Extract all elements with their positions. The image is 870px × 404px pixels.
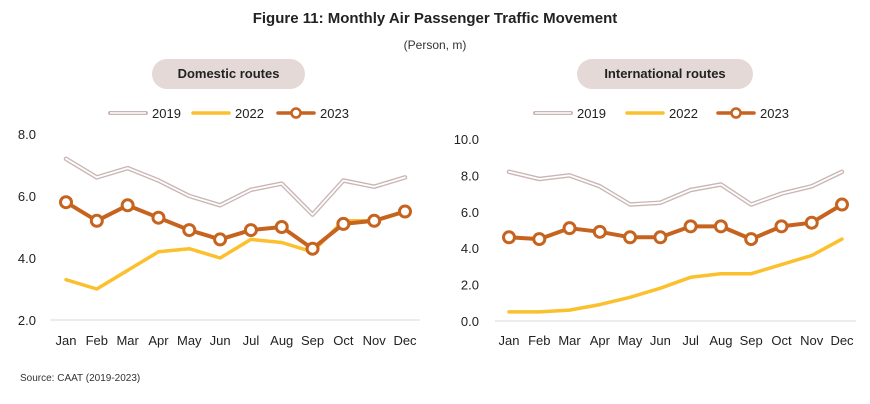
international-series-2023-point [592,224,607,239]
figure-title: Figure 11: Monthly Air Passenger Traffic… [252,10,618,27]
international-legend-label-2022: 2022 [669,106,698,121]
domestic-ytick-label: 2.0 [18,313,36,328]
domestic-series-2023-point [59,195,73,210]
domestic-series-2019-line-inner [65,157,406,216]
international-series-2023-point [835,197,849,212]
international-series-2023-point [804,215,819,230]
domestic-xtick-label: Mar [116,333,139,348]
domestic-series-2023-point [89,213,104,228]
international-ytick-label: 0.0 [461,314,479,329]
domestic-xtick-label: Sep [301,333,324,348]
international-ytick-label: 10.0 [454,132,479,147]
domestic-series-2023-point [398,204,412,219]
international-legend-label-2023: 2023 [760,106,789,121]
international-series-2023-point [623,230,638,245]
domestic-series-2023-point [151,210,166,225]
domestic-xtick-label: Jan [56,333,77,348]
international-series-2023-point [502,230,516,245]
international-series-2023-point [744,232,759,247]
international-series-2023-point [774,219,789,234]
domestic-legend-label-2019: 2019 [152,106,181,121]
domestic-series-2023-point [305,241,320,256]
international-xtick-label: May [618,333,643,348]
international-panel-label: International routes [577,59,753,89]
international-xtick-label: Apr [590,333,611,348]
domestic-series-2023-point [182,223,197,238]
international-series-2022-line [507,237,844,314]
domestic-ytick-label: 6.0 [18,189,36,204]
domestic-xtick-label: Dec [393,333,417,348]
domestic-legend-label-2023: 2023 [320,106,349,121]
domestic-xtick-label: Oct [333,333,354,348]
international-ytick-label: 8.0 [461,168,479,183]
domestic-series-2023-point [243,223,258,238]
figure-subtitle: (Person, m) [403,38,467,52]
domestic-ytick-label: 8.0 [18,127,36,142]
international-series-2019-line-inner [508,170,843,206]
international-xtick-label: Feb [528,333,550,348]
international-xtick-label: Dec [830,333,854,348]
domestic-xtick-label: Apr [148,333,169,348]
international-xtick-label: Aug [709,333,732,348]
domestic-xtick-label: Nov [363,333,387,348]
domestic-series-2023-point [213,232,228,247]
international-series-2023-point [532,232,547,247]
domestic-xtick-label: May [177,333,202,348]
source-note: Source: CAAT (2019-2023) [20,373,141,384]
international-xtick-label: Mar [558,333,581,348]
international-series-2023-point [562,221,577,236]
domestic-series-2019-line [63,156,408,217]
international-ytick-label: 2.0 [461,278,479,293]
domestic-legend-marker-2023 [290,107,302,119]
international-series-2023-point [653,230,668,245]
international-series-2023-line [507,202,844,242]
international-series-2023-point [683,219,698,234]
international-xtick-label: Jan [499,333,520,348]
international-legend-label-2019: 2019 [577,106,606,121]
domestic-xtick-label: Aug [270,333,293,348]
international-xtick-label: Sep [740,333,763,348]
domestic-ytick-label: 4.0 [18,251,36,266]
domestic-xtick-label: Jul [243,333,260,348]
international-series-2023-point [713,219,728,234]
domestic-legend-label-2022: 2022 [235,106,264,121]
domestic-series-2023-line [64,200,407,251]
domestic-xtick-label: Feb [86,333,108,348]
domestic-series-2023-point [367,213,382,228]
international-xtick-label: Jun [650,333,671,348]
domestic-panel-label: Domestic routes [152,59,305,89]
international-legend-marker-2023 [730,107,742,119]
domestic-series-2023-point [120,198,135,213]
international-ytick-label: 6.0 [461,205,479,220]
international-xtick-label: Jul [682,333,699,348]
international-xtick-label: Oct [771,333,792,348]
international-xtick-label: Nov [800,333,824,348]
domestic-series-2023-point [274,220,289,234]
domestic-xtick-label: Jun [210,333,231,348]
international-ytick-label: 4.0 [461,241,479,256]
domestic-series-2023-point [336,216,351,231]
